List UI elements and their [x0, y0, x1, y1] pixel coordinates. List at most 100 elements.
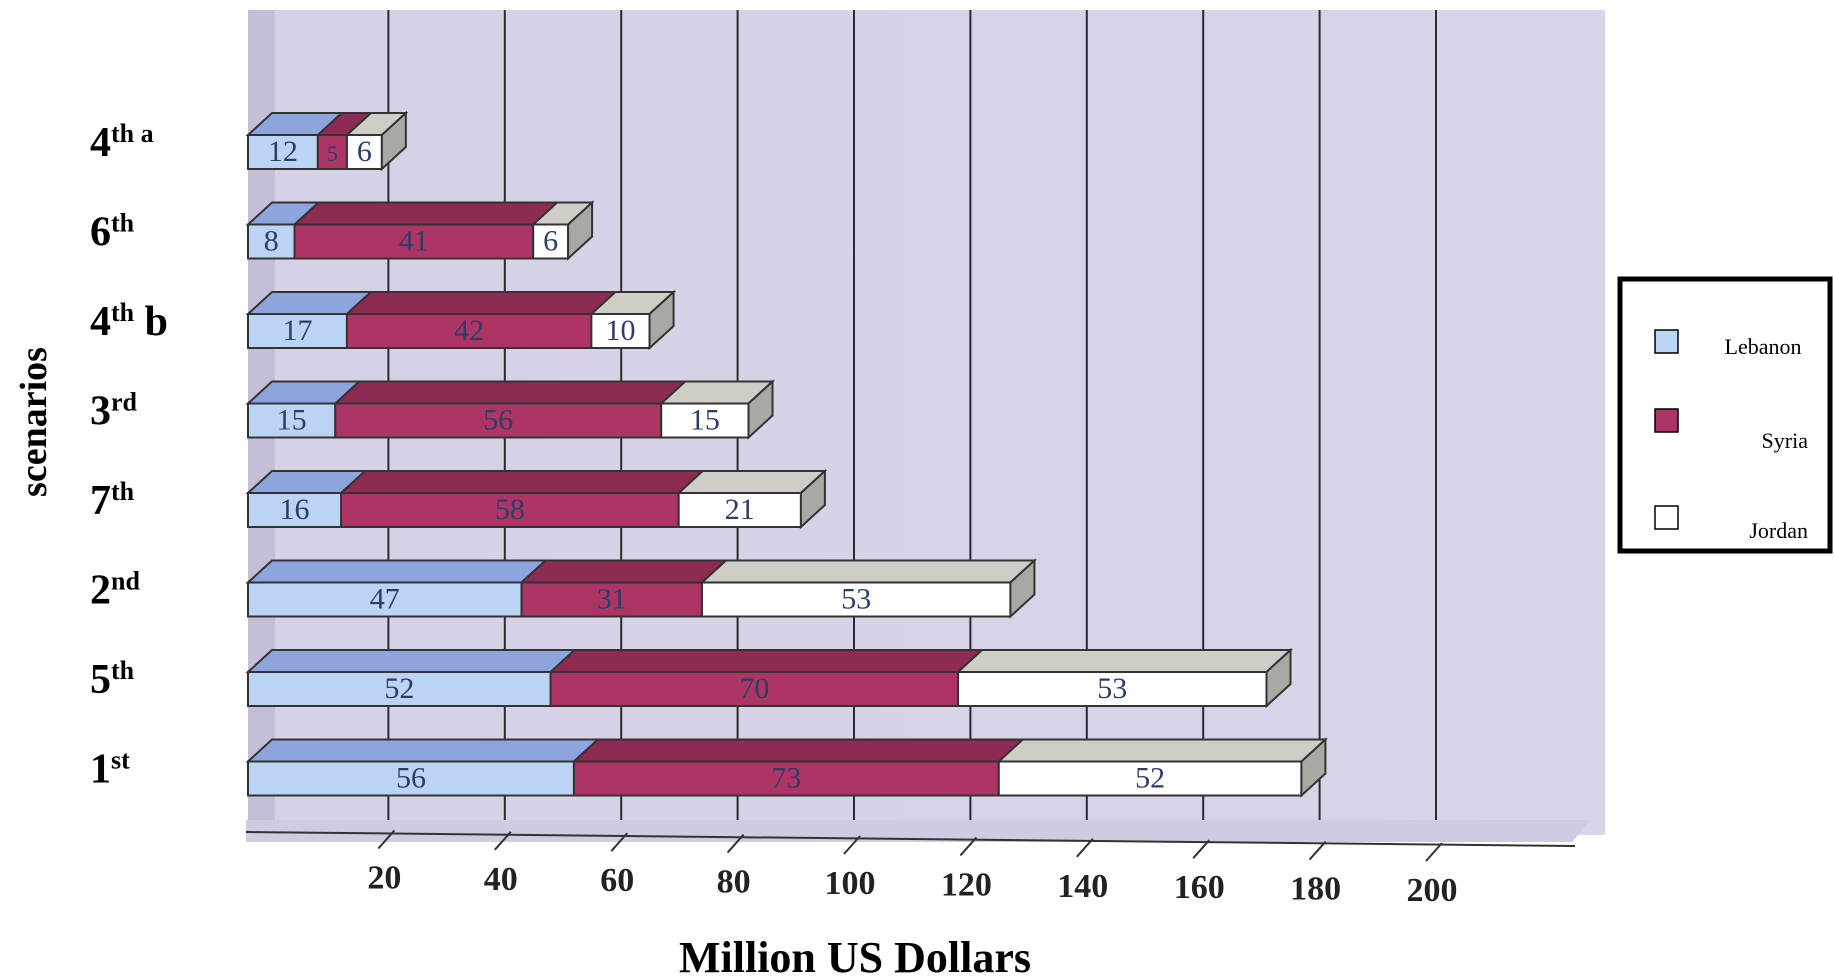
data-label: 73	[771, 762, 801, 795]
bar-top-face	[344, 291, 618, 315]
x-tick-label: 80	[717, 864, 751, 901]
bar-front-face	[340, 492, 680, 528]
data-label: 6	[357, 135, 372, 168]
data-label: 15	[277, 404, 307, 437]
bar-end-face	[567, 200, 594, 261]
bar-top-face	[571, 738, 1026, 763]
bar-top-face	[245, 738, 601, 763]
bar-end-face	[1300, 737, 1327, 798]
bar-front-face	[590, 313, 651, 349]
data-label: 42	[454, 314, 484, 347]
x-tick-label: 60	[600, 862, 634, 899]
data-label: 5	[327, 141, 338, 166]
bar-segment-lebanon: 56	[245, 738, 601, 797]
data-label: 52	[1135, 762, 1165, 795]
data-label: 8	[264, 225, 279, 258]
category-label: 2nd	[90, 567, 140, 614]
bar-segment-jordan: 53	[955, 647, 1294, 709]
data-label: 17	[282, 314, 312, 347]
bar-segment-lebanon: 17	[245, 291, 374, 349]
data-label: 58	[495, 493, 525, 526]
x-tick	[843, 835, 861, 855]
bar-end-face	[799, 468, 826, 530]
bar-segment-jordan: 6	[530, 200, 595, 261]
bar-segment-syria: 58	[338, 470, 706, 528]
data-label: 47	[370, 583, 400, 616]
data-label: 31	[597, 583, 627, 616]
bar-top-face	[518, 559, 729, 584]
legend-label-syria: Syria	[1762, 428, 1809, 453]
bar-segment-syria: 42	[344, 291, 618, 349]
data-label: 56	[396, 762, 426, 795]
bar-front-face	[677, 492, 802, 528]
category-label: 3rd	[90, 388, 138, 435]
bar-segment-jordan: 6	[344, 110, 409, 172]
bar-top-face	[548, 649, 985, 673]
data-label: 15	[690, 404, 720, 437]
data-label: 53	[841, 583, 871, 616]
legend-swatch-lebanon	[1654, 329, 1679, 354]
x-tick	[726, 833, 745, 854]
x-axis-title: Million US Dollars	[679, 933, 1031, 980]
data-label: 16	[280, 493, 310, 526]
bar-front-face	[345, 134, 383, 170]
bar-front-face	[700, 581, 1012, 618]
bar-end-face	[747, 379, 774, 440]
data-label: 41	[399, 225, 429, 258]
legend-label-lebanon: Lebanon	[1725, 334, 1802, 359]
bar-top-face	[338, 470, 706, 494]
bar-segment-lebanon: 15	[245, 380, 362, 439]
bar-front-face	[247, 760, 575, 797]
bar-end-face	[648, 289, 675, 351]
data-label: 12	[268, 135, 298, 168]
bar-segment-jordan: 52	[996, 737, 1328, 798]
bar-top-face	[676, 470, 828, 494]
legend-swatch-jordan	[1654, 505, 1679, 530]
bar-front-face	[247, 581, 523, 618]
category-label: 6th	[90, 209, 135, 256]
y-axis-title: scenarios	[13, 347, 55, 497]
x-tick-label: 200	[1407, 872, 1458, 909]
category-label: 4th b	[90, 298, 168, 345]
bar-segment-jordan: 10	[588, 289, 677, 351]
bar-front-face	[549, 671, 960, 707]
bar-end-face	[1265, 647, 1292, 709]
legend-box	[1617, 276, 1833, 554]
bar-segment-syria: 5	[315, 112, 374, 170]
x-axis: 20 40 60 80 100 120 140 160 180 200	[245, 829, 1576, 909]
bar-front-face	[316, 134, 348, 170]
x-tick-label: 20	[367, 859, 401, 896]
bar-top-face	[699, 559, 1037, 584]
bar-front-face	[247, 402, 337, 439]
bar-front-face	[532, 223, 570, 260]
x-tick	[494, 831, 512, 851]
category-label: 4th a	[90, 119, 154, 166]
x-tick-label: 180	[1290, 871, 1341, 908]
data-label: 10	[605, 314, 635, 347]
bar-top-face	[291, 201, 560, 226]
bar-segment-jordan: 53	[699, 558, 1037, 619]
bar-front-face	[247, 492, 343, 528]
bar-top-face	[245, 559, 549, 584]
category-label: 1st	[90, 746, 130, 793]
bar-front-face	[247, 671, 552, 707]
x-tick	[1425, 842, 1443, 862]
legend: Lebanon Syria Jordan	[1617, 276, 1833, 554]
bar-front-face	[247, 313, 348, 349]
bar-segment-lebanon: 52	[245, 649, 578, 707]
bar-segment-jordan: 15	[658, 379, 776, 440]
x-tick	[377, 829, 396, 850]
bar-segment-jordan: 21	[676, 468, 828, 530]
bar-segment-lebanon: 16	[245, 470, 368, 528]
bar-front-face	[572, 760, 1000, 797]
x-tick-label: 40	[484, 861, 518, 898]
bar-top-face	[332, 380, 688, 405]
bar-segment-syria: 41	[291, 201, 560, 260]
data-label: 21	[725, 493, 755, 526]
bar-front-face	[660, 402, 750, 439]
category-labels: 4th a 6th 4th b 3rd 7th 2nd 5th 1st	[90, 119, 168, 793]
x-tick	[1308, 840, 1327, 861]
bar-top-face	[245, 649, 578, 673]
bar-segment-syria: 70	[548, 649, 985, 707]
